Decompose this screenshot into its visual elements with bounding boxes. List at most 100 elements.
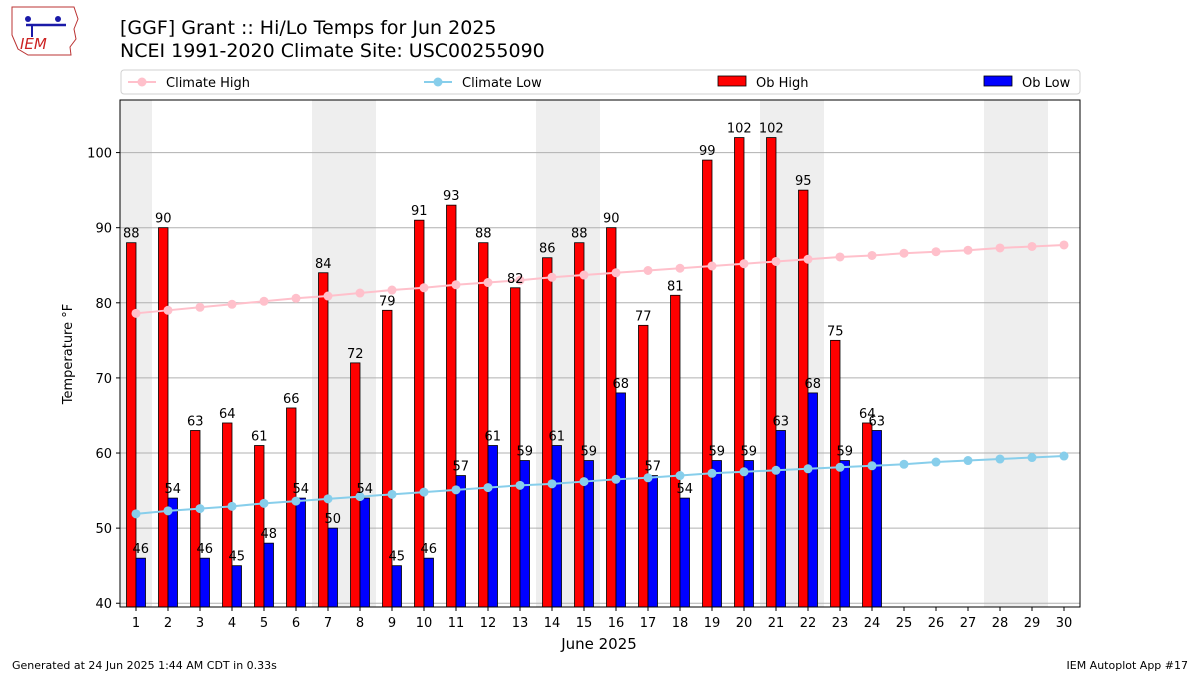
x-tick-label: 15 — [576, 616, 593, 631]
bar-ob-low-day-4 — [231, 565, 242, 608]
climate-high-point-day-19 — [707, 261, 717, 271]
value-label-ob-low-day-2: 54 — [164, 482, 181, 497]
climate-high-point-day-18 — [675, 263, 685, 273]
value-label-ob-high-day-15: 88 — [571, 227, 588, 242]
value-label-ob-low-day-6: 54 — [292, 482, 309, 497]
value-label-ob-high-day-3: 63 — [187, 414, 204, 429]
climate-high-point-day-27 — [963, 245, 973, 255]
y-tick-label: 60 — [95, 447, 112, 462]
climate-high-line — [135, 243, 1065, 315]
climate-low-point-day-1 — [131, 509, 141, 519]
bar-ob-low-day-7 — [327, 527, 338, 608]
bar-value-labels: 88 46 90 54 63 46 64 45 61 48 66 54 84 50 72 54 79 45 91 46… — [123, 122, 885, 565]
station-cup — [25, 16, 31, 22]
value-label-ob-low-day-17: 57 — [644, 460, 661, 475]
x-tick-label: 8 — [356, 616, 364, 631]
x-tick-label: 13 — [512, 616, 529, 631]
y-tick-label: 90 — [95, 222, 112, 237]
bar-ob-low-day-8 — [359, 497, 370, 608]
climate-low-point-day-22 — [803, 464, 813, 474]
value-label-ob-high-day-17: 77 — [635, 309, 652, 324]
value-label-ob-low-day-12: 61 — [484, 430, 501, 445]
climate-high-point-day-16 — [611, 268, 621, 278]
footer-generated-text: Generated at 24 Jun 2025 1:44 AM CDT in … — [12, 659, 277, 672]
climate-high-point-day-22 — [803, 254, 813, 264]
x-tick-label: 9 — [388, 616, 396, 631]
climate-low-point-day-21 — [771, 465, 781, 475]
legend-box — [120, 69, 1081, 95]
legend-label-ob-low: Ob Low — [1022, 76, 1071, 91]
bar-ob-low-day-14 — [551, 445, 562, 608]
x-tick-label: 25 — [896, 616, 913, 631]
value-label-ob-low-day-1: 46 — [132, 542, 149, 557]
value-label-ob-low-day-3: 46 — [196, 542, 213, 557]
bar-ob-high-day-15 — [574, 242, 585, 608]
bar-ob-low-day-19 — [711, 460, 722, 608]
climate-high-point-day-4 — [227, 299, 237, 309]
value-label-ob-low-day-15: 59 — [580, 445, 597, 460]
value-label-ob-high-day-23: 75 — [827, 324, 844, 339]
bars — [126, 137, 882, 608]
climate-high-point-day-1 — [131, 308, 141, 318]
value-label-ob-low-day-8: 54 — [356, 482, 373, 497]
climate-low-point-day-12 — [483, 483, 493, 493]
bar-ob-low-day-6 — [295, 497, 306, 608]
climate-high-point-day-10 — [419, 283, 429, 293]
legend: Climate High Climate Low Ob High Ob Low — [120, 69, 1081, 95]
value-label-ob-low-day-10: 46 — [420, 542, 437, 557]
bar-ob-high-day-24 — [862, 422, 873, 608]
bar-ob-high-day-3 — [190, 430, 201, 608]
climate-low-point-day-2 — [163, 506, 173, 516]
bar-ob-low-day-3 — [199, 557, 210, 608]
value-label-ob-low-day-18: 54 — [676, 482, 693, 497]
x-tick-label: 30 — [1056, 616, 1073, 631]
climate-low-point-day-15 — [579, 477, 589, 487]
climate-high-point-day-14 — [547, 272, 557, 282]
bar-ob-low-day-12 — [487, 445, 498, 608]
climate-low-point-day-23 — [835, 462, 845, 472]
climate-high-point-day-20 — [739, 259, 749, 269]
x-tick-label: 4 — [228, 616, 236, 631]
bar-ob-low-day-10 — [423, 557, 434, 608]
x-tick-label: 1 — [132, 616, 140, 631]
climate-high-point-day-13 — [515, 275, 525, 285]
climate-low-point-day-27 — [963, 456, 973, 466]
climate-high-point-day-24 — [867, 250, 877, 260]
value-label-ob-high-day-1: 88 — [123, 227, 140, 242]
climate-low-point-day-13 — [515, 480, 525, 490]
y-axis-label: Temperature °F — [61, 304, 76, 405]
climate-low-point-day-5 — [259, 498, 269, 508]
climate-high-point-day-21 — [771, 256, 781, 266]
value-label-ob-low-day-14: 61 — [548, 430, 565, 445]
value-label-ob-low-day-5: 48 — [260, 527, 277, 542]
x-tick-label: 7 — [324, 616, 332, 631]
climate-high-point-day-25 — [899, 248, 909, 258]
x-axis-label: June 2025 — [560, 635, 637, 653]
bar-ob-high-day-16 — [606, 227, 617, 608]
x-tick-label: 26 — [928, 616, 945, 631]
value-label-ob-low-day-20: 59 — [740, 445, 757, 460]
weekend-shade-day-29 — [1016, 100, 1048, 607]
x-tick-label: 6 — [292, 616, 300, 631]
x-tick-label: 29 — [1024, 616, 1041, 631]
bar-ob-high-day-11 — [446, 204, 457, 608]
footer-app-text: IEM Autoplot App #17 — [1066, 659, 1189, 672]
x-tick-label: 12 — [480, 616, 497, 631]
climate-low-point-day-16 — [611, 474, 621, 484]
value-label-ob-high-day-22: 95 — [795, 174, 812, 189]
x-tick-label: 24 — [864, 616, 881, 631]
climate-low-point-day-18 — [675, 471, 685, 481]
gridlines — [120, 152, 1080, 604]
climate-low-point-day-8 — [355, 492, 365, 502]
value-label-ob-low-day-11: 57 — [452, 460, 469, 475]
climate-high-point-day-6 — [291, 293, 301, 303]
climate-low-point-day-29 — [1027, 453, 1037, 463]
value-label-ob-low-day-24: 63 — [868, 414, 885, 429]
climate-high-point-day-17 — [643, 266, 653, 276]
climate-high-point-day-28 — [995, 243, 1005, 253]
climate-high-point-day-29 — [1027, 241, 1037, 251]
y-tick-label: 100 — [87, 147, 112, 162]
value-label-ob-high-day-10: 91 — [411, 204, 428, 219]
climate-high-point-day-3 — [195, 302, 205, 312]
climate-high-point-day-9 — [387, 285, 397, 295]
